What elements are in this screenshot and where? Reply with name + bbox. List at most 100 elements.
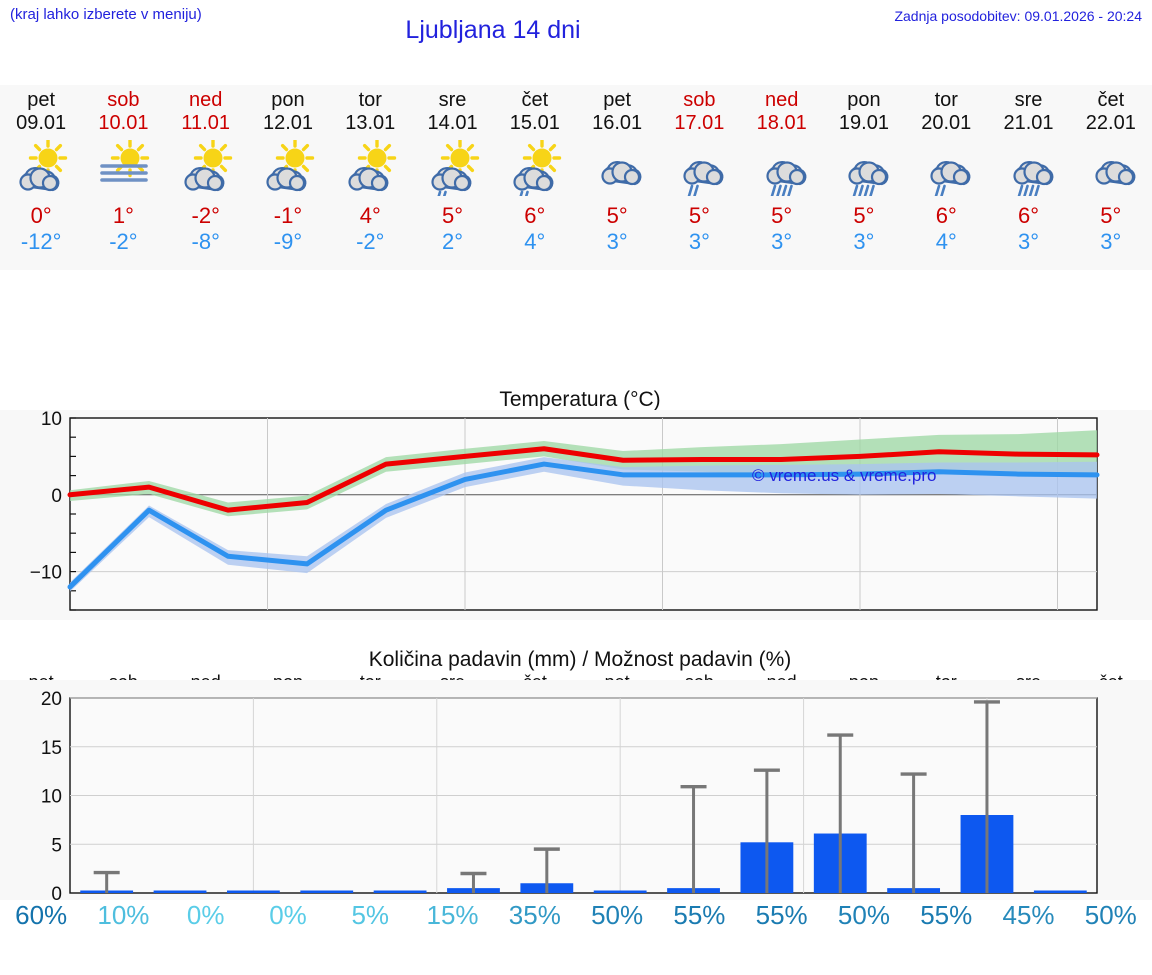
day-temp-max: 1° [112,203,134,228]
svg-text:20: 20 [41,689,62,710]
day-date: 09.01 [16,112,67,134]
day-temp-max: 5° [1100,203,1122,228]
sun-cloud-rain-light-icon [494,139,576,197]
last-updated: Zadnja posodobitev: 09.01.2026 - 20:24 [894,8,1142,24]
day-date: 17.01 [674,112,725,134]
precipitation-probability: 0% [186,900,225,930]
forecast-day-column[interactable]: sre 21.01 6° 3° [987,85,1069,270]
precipitation-probability: 50% [1084,900,1137,930]
forecast-day-column[interactable]: pet 16.01 5° 3° [576,85,658,270]
day-temp-min: -12° [20,229,62,254]
day-temp-max: 5° [771,203,793,228]
precipitation-probability: 50% [591,900,644,930]
svg-text:0: 0 [51,884,62,900]
day-temp-max: -1° [273,203,303,228]
cloud-icon [1070,139,1152,197]
precipitation-probability: 10% [97,900,150,930]
day-name: sob [683,89,716,111]
svg-text:−10: −10 [30,563,62,584]
precipitation-probability: 50% [837,900,890,930]
day-temp-max: -2° [191,203,220,228]
page-title: Ljubljana 14 dni [405,16,581,44]
precipitation-probability: 55% [755,900,808,930]
cloud-rain-light-icon [905,139,987,197]
day-temp-max: 5° [853,203,875,228]
day-temp-min: -2° [356,229,385,254]
day-temp-max: 5° [606,203,628,228]
svg-text:10: 10 [41,410,62,430]
day-date: 20.01 [921,112,972,134]
svg-text:15: 15 [41,738,62,759]
day-temp-max: 0° [30,203,52,228]
day-temp-max: 6° [935,203,957,228]
precipitation-plot: 0 5 10 15 20 [41,689,1098,900]
day-temp-min: 3° [688,229,710,254]
temperature-chart: 10 0 −10 [0,410,1152,620]
temperature-plot: 10 0 −10 [30,410,1100,611]
day-temp-max: 5° [442,203,464,228]
sun-cloud-icon [329,139,411,197]
precipitation-probability: 0% [269,900,307,930]
day-date: 16.01 [592,112,643,134]
day-name: sre [438,89,467,111]
day-temp-max: 6° [524,203,546,228]
sun-fog-icon [82,139,164,197]
day-date: 19.01 [838,112,889,134]
precipitation-chart: 0 5 10 15 20 [0,680,1152,900]
cloud-icon [576,139,658,197]
day-temp-max: 6° [1017,203,1040,228]
precipitation-probability: 55% [673,900,726,930]
forecast-day-column[interactable]: ned 18.01 5° 3° [741,85,823,270]
forecast-day-column[interactable]: pon 19.01 5° 3° [823,85,905,270]
cloud-rain-heavy-icon [741,139,823,197]
svg-text:5: 5 [51,835,62,856]
precipitation-probability: 5% [351,900,390,930]
forecast-day-column[interactable]: tor 20.01 6° 4° [905,85,987,270]
precipitation-probability-row: 60% 10% 0% 0% 5% 15% 35% 50% 55% 55% 50% 55% 45% 50% [0,900,1152,940]
precipitation-probability: 15% [426,900,479,930]
day-date: 12.01 [262,112,314,134]
day-date: 15.01 [509,112,560,134]
forecast-day-column[interactable]: sob 10.01 1° -2° [82,85,164,270]
forecast-day-column[interactable]: sre 14.01 5° 2° [411,85,493,270]
day-date: 10.01 [98,112,149,134]
day-date: 14.01 [427,112,478,134]
forecast-day-column[interactable]: ned 11.01 -2° -8° [165,85,247,270]
sun-cloud-icon [165,139,247,197]
day-name: tor [934,89,958,111]
day-name: čet [1097,89,1125,111]
day-date: 21.01 [1003,112,1054,134]
sun-cloud-rain-light-icon [411,139,493,197]
day-date: 22.01 [1085,112,1136,134]
day-date: 18.01 [756,112,807,134]
cloud-rain-heavy-icon [987,139,1069,197]
day-temp-min: -8° [191,229,220,254]
menu-hint: (kraj lahko izberete v meniju) [10,6,202,23]
day-name: pon [847,89,881,111]
forecast-day-column[interactable]: čet 22.01 5° 3° [1070,85,1152,270]
day-date: 11.01 [181,112,230,134]
day-temp-min: 3° [771,229,793,254]
forecast-day-column[interactable]: pet 09.01 0° -12° [0,85,82,270]
forecast-day-column[interactable]: čet 15.01 6° 4° [494,85,576,270]
precipitation-probability: 60% [15,900,68,930]
day-name: pon [271,89,305,111]
day-date: 13.01 [345,112,396,134]
svg-text:10: 10 [41,787,62,808]
forecast-day-column[interactable]: sob 17.01 5° 3° [658,85,740,270]
temperature-chart-title: Temperatura (°C) [499,388,661,411]
day-temp-min: -9° [273,229,303,254]
day-name: pet [27,89,56,111]
day-name: pet [603,89,632,111]
day-temp-min: 3° [853,229,875,254]
forecast-day-column[interactable]: pon 12.01 -1° -9° [247,85,329,270]
day-name: ned [764,89,799,111]
sun-cloud-icon [0,139,82,197]
day-temp-min: -2° [109,229,138,254]
day-temp-min: 3° [1100,229,1122,254]
day-name: sob [107,89,140,111]
day-name: čet [521,89,549,111]
precipitation-probability: 55% [920,900,973,930]
forecast-day-strip: pet 09.01 0° -12° sob 10.01 1° -2° ned 11.01 -2°… [0,85,1152,270]
forecast-day-column[interactable]: tor 13.01 4° -2° [329,85,411,270]
